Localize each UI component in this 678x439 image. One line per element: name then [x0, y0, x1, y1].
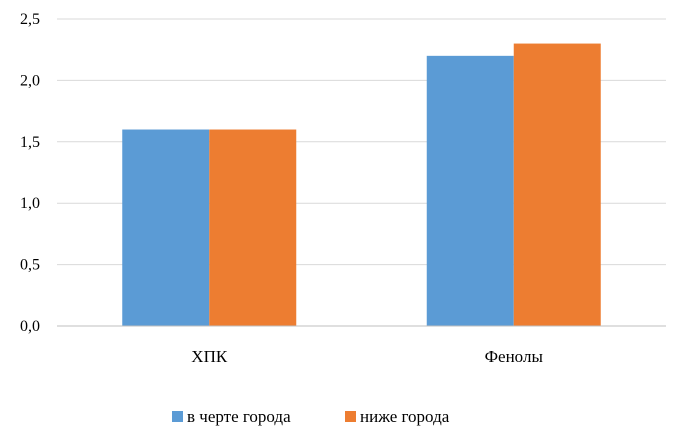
legend-swatch [172, 411, 183, 422]
y-tick-label: 1,0 [20, 195, 40, 212]
y-tick-label: 0,5 [20, 257, 40, 274]
legend-label: ниже города [360, 407, 450, 426]
legend-swatch [345, 411, 356, 422]
y-axis-tick-labels: 0,0 0,5 1,0 1,5 2,0 2,5 [20, 11, 40, 335]
y-tick-label: 2,5 [20, 11, 40, 28]
y-tick-label: 2,0 [20, 72, 40, 89]
bar [426, 55, 514, 327]
bar [513, 43, 601, 327]
y-tick-label: 1,5 [20, 134, 40, 151]
bars [122, 43, 601, 327]
y-tick-label: 0,0 [20, 318, 40, 335]
bar [209, 129, 297, 326]
category-label: Фенолы [485, 347, 544, 366]
category-label: ХПК [191, 347, 228, 366]
legend: в черте города ниже города [172, 407, 450, 426]
legend-label: в черте города [187, 407, 291, 426]
x-axis-category-labels: ХПК Фенолы [191, 347, 543, 366]
bar [122, 129, 210, 326]
